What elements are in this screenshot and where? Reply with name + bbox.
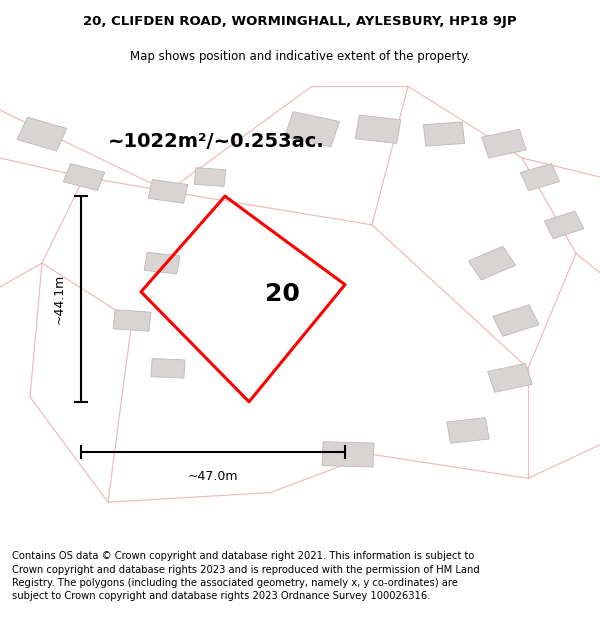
Text: ~44.1m: ~44.1m [53,274,66,324]
Polygon shape [520,164,560,191]
Polygon shape [493,305,539,336]
Text: 20: 20 [265,282,299,306]
Polygon shape [17,117,67,151]
Polygon shape [447,418,489,443]
Polygon shape [424,122,464,146]
Polygon shape [113,310,151,331]
Polygon shape [322,442,374,467]
Text: ~47.0m: ~47.0m [188,470,238,483]
Text: 20, CLIFDEN ROAD, WORMINGHALL, AYLESBURY, HP18 9JP: 20, CLIFDEN ROAD, WORMINGHALL, AYLESBURY… [83,15,517,28]
Polygon shape [194,168,226,186]
Text: Map shows position and indicative extent of the property.: Map shows position and indicative extent… [130,49,470,62]
Polygon shape [355,115,401,143]
Polygon shape [63,164,105,191]
Polygon shape [488,364,532,392]
Polygon shape [151,359,185,378]
Text: Contains OS data © Crown copyright and database right 2021. This information is : Contains OS data © Crown copyright and d… [12,551,480,601]
Polygon shape [144,253,180,274]
Polygon shape [482,129,526,158]
Polygon shape [469,246,515,280]
Polygon shape [284,112,340,147]
Text: ~1022m²/~0.253ac.: ~1022m²/~0.253ac. [108,132,325,151]
Polygon shape [148,179,188,203]
Polygon shape [544,211,584,239]
